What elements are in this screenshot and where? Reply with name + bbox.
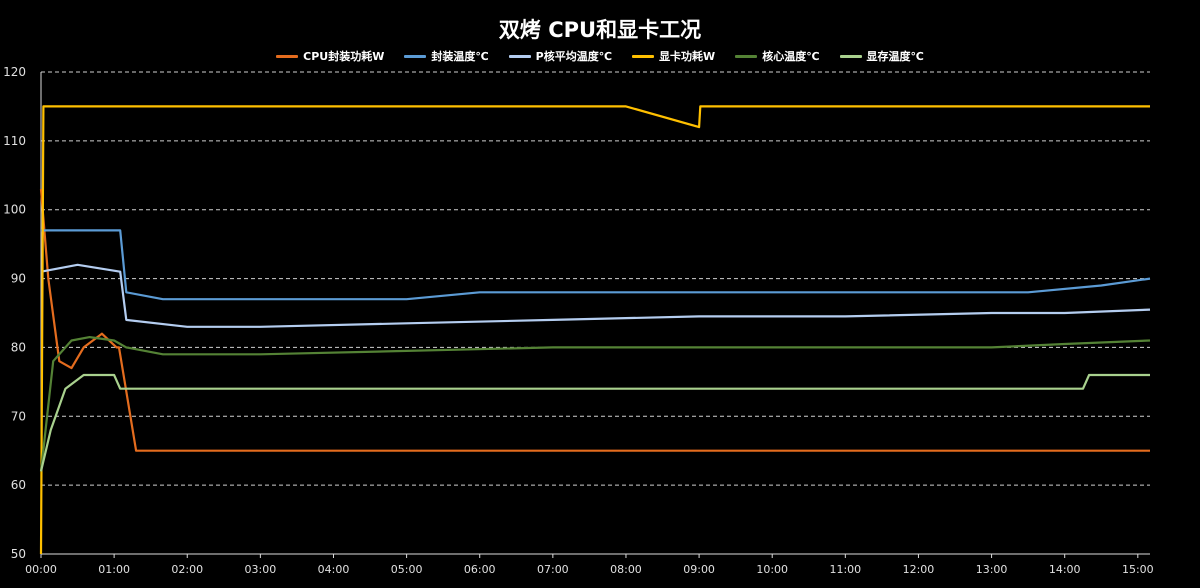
x-tick-label: 06:00 [464,563,496,576]
legend-entry: 封装温度℃ [404,48,489,64]
x-tick-label: 05:00 [391,563,423,576]
x-tick-label: 03:00 [245,563,277,576]
y-tick-label: 50 [11,547,26,561]
series-line-1 [41,229,1151,301]
x-tick-label: 01:00 [98,563,130,576]
legend-label: 核心温度℃ [762,50,820,63]
legend-entry: P核平均温度℃ [508,48,613,64]
y-tick-label: 60 [11,478,26,492]
legend-swatch [404,54,427,58]
x-tick-label: 00:00 [25,563,57,576]
series-line-3 [39,105,1150,555]
series-line-4 [39,336,1151,472]
legend-label: P核平均温度℃ [535,50,613,63]
legend-swatch [276,54,299,58]
x-tick-label: 02:00 [171,563,203,576]
x-tick-label: 12:00 [903,563,935,576]
x-tick-label: 14:00 [1049,563,1081,576]
legend-entry: 显存温度℃ [839,48,924,64]
x-tick-label: 13:00 [976,563,1008,576]
x-tick-label: 08:00 [610,563,642,576]
x-tick-label: 09:00 [683,563,715,576]
x-tick-label: 15:00 [1122,563,1154,576]
chart-legend: CPU封装功耗W 封装温度℃ P核平均温度℃ 显卡功耗W 核心温度℃ 显存温度℃ [0,48,1200,64]
chart-title: 双烤 CPU和显卡工况 [498,18,702,42]
legend-swatch [632,54,655,58]
x-tick-label: 04:00 [318,563,350,576]
legend-swatch [839,54,862,58]
legend-entry: CPU封装功耗W [276,48,384,64]
y-tick-label: 110 [3,134,26,148]
series-line-2 [40,263,1151,328]
x-tick-label: 07:00 [537,563,569,576]
legend-entry: 显卡功耗W [632,48,715,64]
legend-label: 显卡功耗W [659,50,716,63]
legend-swatch [508,54,531,58]
y-tick-label: 70 [11,409,26,423]
legend-label: 封装温度℃ [431,50,489,63]
legend-entry: 核心温度℃ [735,48,820,64]
legend-swatch [735,54,758,58]
y-tick-label: 100 [3,203,26,217]
x-tick-label: 11:00 [829,563,861,576]
series-line-0 [39,189,1150,452]
x-tick-label: 10:00 [756,563,788,576]
legend-label: 显存温度℃ [866,50,924,63]
y-tick-label: 90 [11,272,26,286]
series-line-5 [39,373,1150,472]
y-tick-label: 80 [11,340,26,354]
legend-label: CPU封装功耗W [303,50,385,63]
y-tick-label: 120 [3,65,26,79]
